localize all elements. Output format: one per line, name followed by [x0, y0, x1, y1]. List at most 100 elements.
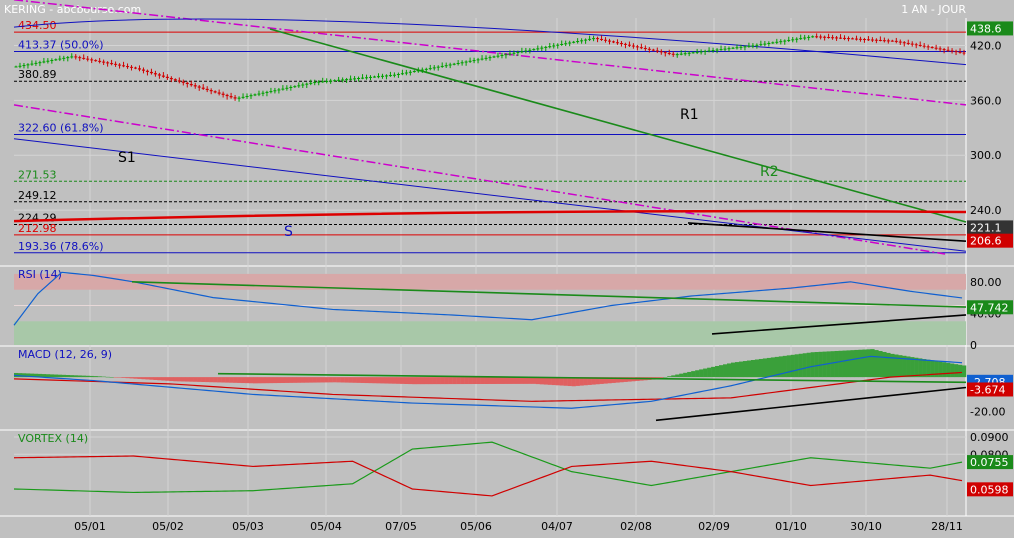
candle-body	[273, 90, 277, 92]
candle-body	[759, 44, 763, 46]
macd-histogram-bar	[503, 377, 509, 384]
candle-body	[484, 57, 488, 59]
candle-body	[253, 94, 257, 96]
candle-body	[94, 60, 98, 62]
macd-histogram-bar	[245, 377, 250, 384]
chart-title: KERING - abcbourse.com	[4, 3, 142, 16]
macd-histogram-bar	[73, 375, 78, 378]
macd-histogram-bar	[723, 364, 728, 378]
macd-histogram-bar	[81, 375, 86, 378]
macd-histogram-bar	[29, 373, 35, 378]
macd-histogram-bar	[488, 377, 493, 384]
candle-body	[938, 48, 942, 50]
candle-body	[850, 38, 854, 40]
vortex-title: VORTEX (14)	[18, 432, 88, 445]
macd-histogram-bar	[201, 377, 206, 383]
rsi-panel: RSI (14)	[13, 268, 967, 345]
macd-histogram-bar	[575, 377, 580, 386]
candle-body	[779, 41, 783, 43]
macd-histogram-bar	[571, 377, 576, 387]
macd-histogram-bar	[511, 377, 517, 384]
macd-histogram-bar	[774, 356, 780, 378]
candle-body	[480, 58, 484, 60]
candle-body	[205, 88, 209, 91]
candle-body	[333, 80, 337, 82]
candle-body	[548, 46, 552, 48]
candle-body	[504, 54, 508, 56]
macd-histogram-bar	[49, 374, 55, 378]
candle-body	[799, 38, 803, 40]
candle-body	[679, 53, 683, 55]
candle-body	[560, 43, 564, 45]
macd-histogram-bar	[715, 366, 720, 378]
macd-histogram-bar	[117, 377, 122, 378]
candle-body	[74, 56, 78, 58]
candle-body	[795, 38, 799, 40]
macd-histogram-bar	[400, 377, 405, 384]
candle-body	[592, 38, 596, 40]
vortex-plus-tag: 0.0755	[970, 456, 1009, 469]
macd-histogram-bar	[185, 377, 190, 382]
price-panel: 434.50 413.37 (50.0%) 380.89 322.60 (61.8%)…	[13, 0, 967, 255]
candle-body	[516, 52, 520, 54]
macd-histogram-bar	[846, 350, 851, 378]
candle-body	[225, 94, 229, 97]
candle-body	[464, 61, 468, 63]
candle-body	[372, 76, 376, 78]
macd-histogram-bar	[284, 377, 290, 383]
candle-body	[42, 61, 46, 63]
candle-body	[130, 66, 134, 68]
macd-histogram-bar	[762, 358, 768, 378]
macd-histogram-bar	[623, 377, 628, 382]
candle-body	[70, 56, 74, 58]
candle-body	[874, 39, 878, 41]
macd-histogram-bar	[264, 377, 270, 384]
rsi-oversold-zone	[14, 321, 966, 345]
candle-body	[715, 49, 719, 51]
level-label: 413.37 (50.0%)	[18, 39, 104, 52]
macd-histogram-bar	[766, 357, 772, 378]
candle-body	[886, 40, 890, 42]
candle-body	[584, 39, 588, 41]
macd-histogram-bar	[834, 350, 839, 378]
candle-body	[102, 61, 106, 63]
candle-body	[898, 41, 902, 43]
macd-histogram-bar	[324, 377, 329, 383]
candle-body	[357, 78, 361, 80]
macd-histogram-bar	[233, 377, 238, 383]
macd-panel: MACD (12, 26, 9)	[13, 348, 967, 422]
candle-body	[524, 50, 528, 52]
macd-histogram-bar	[308, 377, 313, 383]
candle-body	[189, 84, 193, 86]
macd-histogram-bar	[727, 363, 732, 378]
macd-histogram-bar	[356, 377, 361, 383]
candle-body	[835, 37, 839, 39]
macd-histogram-bar	[842, 350, 847, 378]
candle-body	[313, 82, 317, 84]
candle-body	[110, 63, 114, 65]
candle-body	[165, 76, 169, 78]
macd-histogram-bar	[515, 377, 521, 384]
candle-body	[269, 91, 273, 93]
level-label: 249.12	[18, 189, 57, 202]
candle-body	[62, 57, 66, 59]
candle-body	[723, 48, 727, 50]
level-label: 212.98	[18, 222, 57, 235]
x-tick-label: 30/10	[850, 520, 882, 533]
macd-histogram-bar	[17, 373, 23, 378]
macd-histogram-bar	[695, 370, 700, 378]
candle-body	[596, 38, 600, 40]
macd-histogram-bar	[53, 374, 59, 378]
candle-body	[902, 42, 906, 44]
macd-histogram-bar	[129, 377, 134, 379]
macd-histogram-bar	[21, 373, 27, 378]
macd-histogram-bar	[810, 352, 815, 378]
candle-body	[807, 36, 811, 38]
rsi-axis-label: 80.00	[970, 276, 1002, 289]
period-label[interactable]: 1 AN - JOUR	[901, 3, 966, 16]
macd-histogram-bar	[384, 377, 389, 384]
candle-body	[611, 41, 615, 43]
macd-histogram-bar	[452, 377, 457, 385]
macd-histogram-bar	[460, 377, 465, 385]
macd-histogram-bar	[814, 352, 819, 378]
